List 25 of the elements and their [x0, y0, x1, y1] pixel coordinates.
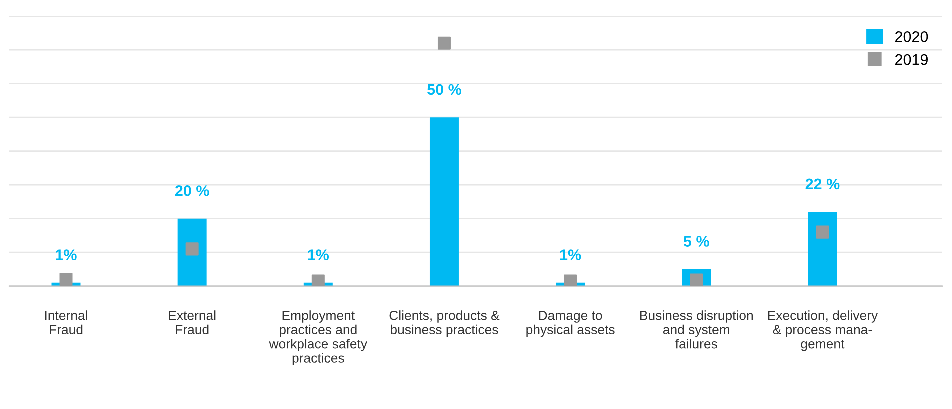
point [60, 273, 73, 286]
bar [430, 118, 459, 286]
data-label: 5 % [684, 236, 710, 247]
x-tick-label: Damage to physical assets [526, 311, 615, 338]
bar [178, 218, 207, 286]
point [186, 242, 199, 256]
point [312, 274, 325, 286]
data-label: 20 % [175, 186, 210, 196]
point [816, 226, 830, 239]
data-label: 22 % [806, 178, 840, 190]
x-tick-label: Clients, products & business practices [390, 310, 500, 338]
x-tick-label: External Fraud [169, 310, 216, 335]
point [438, 36, 451, 50]
data-label: 1% [308, 250, 330, 260]
legend-label: 2019 [896, 54, 928, 66]
x-tick-label: Business disruption and system failures [640, 310, 753, 349]
bar [808, 212, 838, 286]
x-tick-label: Execution, delivery & process mana- gement [768, 310, 878, 352]
x-tick-label: Employment practices and workplace safety practices [269, 310, 368, 366]
legend-label: 2020 [896, 32, 928, 42]
x-tick-label: Internal Fraud [45, 310, 88, 335]
data-label: 1% [560, 250, 582, 260]
data-label: 50 % [428, 84, 462, 96]
data-label: 1% [56, 250, 77, 260]
point [564, 274, 578, 286]
